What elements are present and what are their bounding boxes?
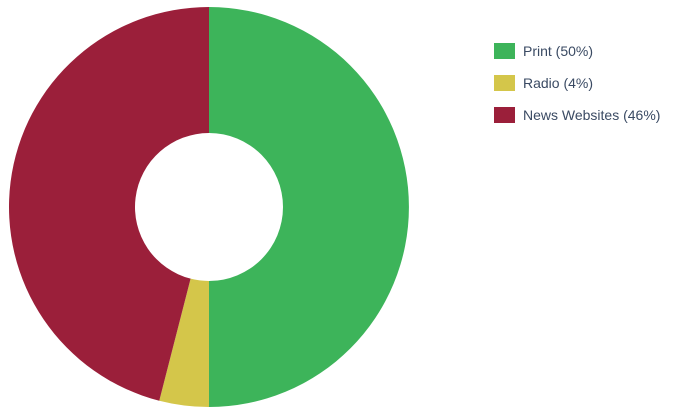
donut-chart [8,7,409,407]
legend: Print (50%) Radio (4%) News Websites (46… [494,42,660,138]
legend-item-radio[interactable]: Radio (4%) [494,74,660,92]
legend-item-news-websites[interactable]: News Websites (46%) [494,106,660,124]
slice-radio[interactable] [159,278,209,407]
legend-label-news-websites: News Websites (46%) [523,107,661,123]
legend-swatch-news-websites [494,107,515,123]
legend-swatch-print [494,43,515,59]
slice-print[interactable] [209,7,409,407]
legend-label-print: Print (50%) [523,43,594,59]
slice-news-websites[interactable] [8,7,210,401]
legend-label-radio: Radio (4%) [523,75,594,91]
legend-item-print[interactable]: Print (50%) [494,42,660,60]
legend-swatch-radio [494,75,515,91]
